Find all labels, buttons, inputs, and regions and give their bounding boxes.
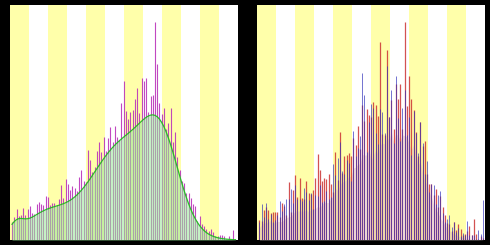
Bar (219, 5, 238, 240)
Bar (123, 5, 143, 240)
Bar (238, 5, 257, 240)
Bar (428, 5, 447, 240)
Bar (67, 5, 86, 240)
Bar (257, 5, 276, 240)
Bar (200, 5, 219, 240)
Bar (276, 5, 295, 240)
Bar (485, 5, 490, 240)
Bar (333, 5, 352, 240)
Bar (105, 5, 123, 240)
Bar (181, 5, 200, 240)
Bar (10, 5, 29, 240)
Bar (29, 5, 48, 240)
Bar (409, 5, 428, 240)
Bar (352, 5, 371, 240)
Bar (143, 5, 162, 240)
Bar (314, 5, 333, 240)
Bar (390, 5, 409, 240)
Bar (48, 5, 67, 240)
Bar (86, 5, 105, 240)
Bar (447, 5, 466, 240)
Bar (466, 5, 485, 240)
Bar (295, 5, 314, 240)
Bar (162, 5, 181, 240)
Bar (371, 5, 390, 240)
